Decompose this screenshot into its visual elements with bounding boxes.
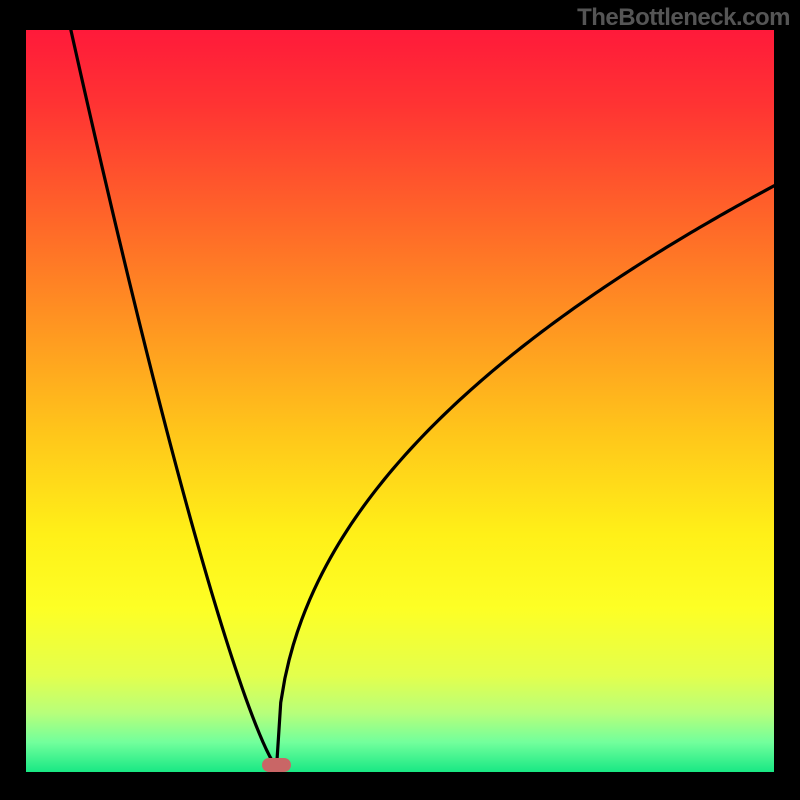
bottleneck-plot bbox=[26, 30, 774, 772]
attribution-label: TheBottleneck.com bbox=[577, 4, 790, 32]
optimal-point-marker bbox=[262, 758, 290, 772]
chart-frame: TheBottleneck.com bbox=[0, 0, 800, 800]
